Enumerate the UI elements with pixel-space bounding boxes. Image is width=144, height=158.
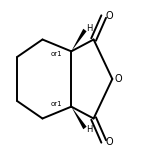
- Text: O: O: [106, 11, 113, 21]
- Text: H: H: [86, 125, 92, 134]
- Text: or1: or1: [50, 101, 62, 107]
- Text: or1: or1: [50, 51, 62, 57]
- Polygon shape: [71, 107, 87, 129]
- Text: H: H: [86, 24, 92, 33]
- Polygon shape: [71, 29, 87, 51]
- Text: O: O: [106, 137, 113, 147]
- Text: O: O: [114, 74, 122, 84]
